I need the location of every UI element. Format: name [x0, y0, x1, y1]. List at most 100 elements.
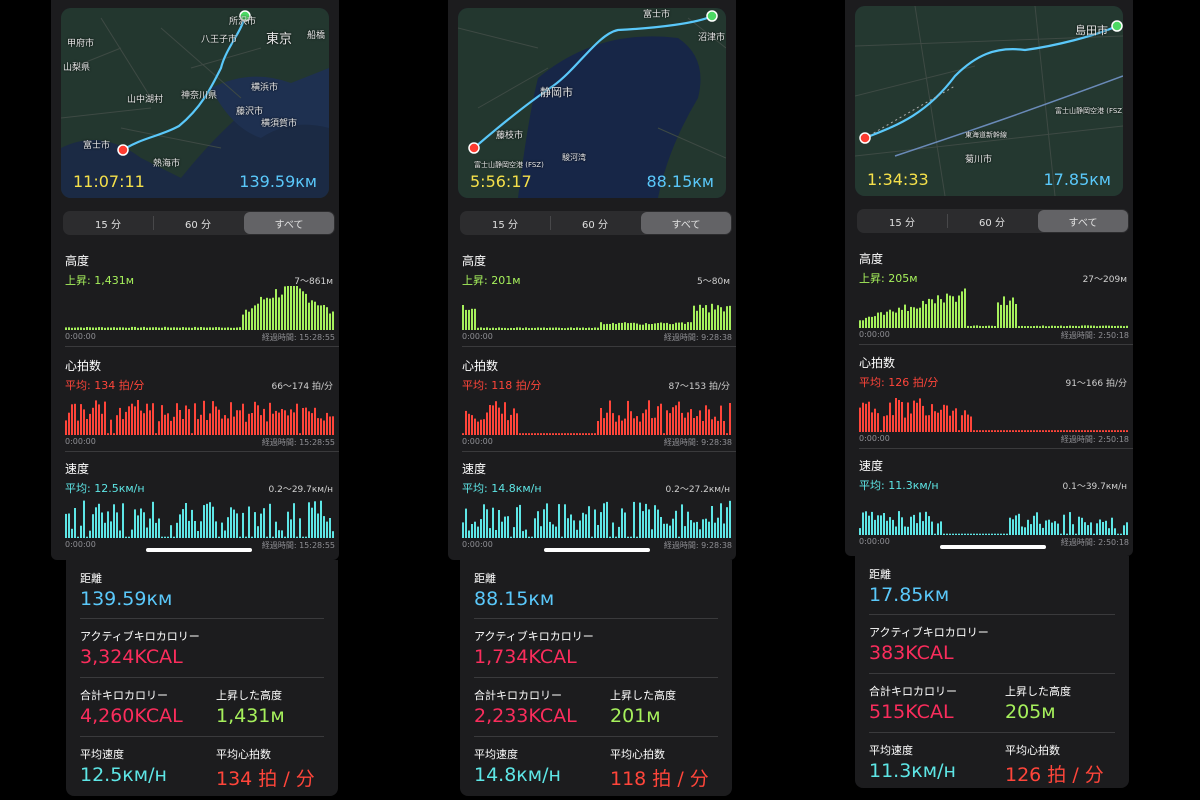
elevation-bar — [723, 311, 725, 330]
segment-all[interactable]: すべて — [244, 212, 334, 234]
heart-bar — [874, 408, 876, 432]
elevation-bar — [77, 327, 79, 330]
elevation-bar — [519, 327, 521, 330]
elevation-bar — [486, 327, 488, 330]
heart-bar — [1045, 430, 1047, 432]
heart-bar — [1099, 430, 1101, 432]
elevation-bar — [218, 327, 220, 330]
stat-avg-speed: 平均速度 14.8км/н — [474, 746, 561, 786]
elevation-bar — [1012, 297, 1014, 328]
heart-bar — [681, 412, 683, 435]
route-map[interactable]: 所沢市 甲府市 八王子市 東京 船橋 山梨県 横浜市 神奈川県 山中湖村 藤沢市… — [61, 8, 329, 198]
elevation-bar — [173, 327, 175, 330]
heart-bar — [257, 405, 259, 435]
map-label: 船橋 — [307, 31, 326, 41]
speed-bar — [1093, 533, 1095, 535]
speed-bar — [627, 536, 629, 538]
stat-ascent: 上昇した高度 205м — [1005, 683, 1071, 723]
speed-bar — [155, 522, 157, 538]
home-indicator[interactable] — [940, 545, 1046, 549]
heart-bar — [711, 419, 713, 435]
segment-60min[interactable]: 60 分 — [550, 211, 640, 235]
heart-bar — [925, 415, 927, 432]
elevation-bar — [693, 305, 695, 330]
heart-bar — [868, 401, 870, 432]
elevation-bar — [1063, 326, 1065, 328]
speed-bar — [651, 529, 653, 538]
map-label: 富士山静岡空港 (FSZ) — [1055, 107, 1123, 115]
speed-bar — [164, 536, 166, 538]
stat-ascent-label: 上昇した高度 — [216, 689, 282, 702]
stat-distance-label: 距離 — [474, 572, 496, 585]
speed-bar — [871, 511, 873, 535]
heart-bar — [663, 433, 665, 435]
heart-bar — [486, 412, 488, 435]
elevation-bar — [332, 311, 334, 330]
divider — [869, 732, 1115, 733]
speed-bar — [1084, 522, 1086, 535]
stat-active-kcal: アクティブキロカロリー 1,734KCAL — [474, 628, 594, 668]
stat-ascent-label: 上昇した高度 — [610, 689, 676, 702]
segment-15min[interactable]: 15 分 — [492, 219, 518, 231]
segment-15min[interactable]: 15 分 — [889, 217, 915, 229]
speed-x-end: 経過時間: 15:28:55 — [261, 541, 335, 550]
heart-bar — [296, 403, 298, 435]
elevation-bar — [934, 303, 936, 328]
speed-bar — [80, 525, 82, 538]
speed-bar — [705, 518, 707, 538]
speed-bar — [1063, 514, 1065, 535]
elevation-bar — [170, 327, 172, 330]
map-graphic — [458, 8, 726, 198]
speed-bar — [865, 511, 867, 535]
stat-avg-speed-label: 平均速度 — [80, 748, 124, 761]
segment-15min[interactable]: 15 分 — [95, 219, 121, 231]
home-indicator[interactable] — [544, 548, 650, 552]
speed-bar — [245, 536, 247, 538]
segment-60min[interactable]: 60 分 — [947, 209, 1037, 233]
elevation-bar — [140, 327, 142, 330]
home-indicator[interactable] — [146, 548, 252, 552]
speed-bar — [281, 530, 283, 538]
heart-bar — [146, 403, 148, 435]
elevation-bar — [892, 311, 894, 328]
route-map[interactable]: 富士市 沼津市 静岡市 藤枝市 富士山静岡空港 (FSZ) 駿河湾 5:56:1… — [458, 8, 726, 198]
speed-bar — [946, 533, 948, 535]
speed-summary: 平均: 11.3км/н — [859, 479, 939, 492]
divider — [65, 451, 339, 452]
heart-bar — [892, 415, 894, 432]
elevation-bar — [633, 322, 635, 330]
elevation-x-end: 経過時間: 2:50:18 — [1060, 331, 1129, 340]
heart-rate-summary: 平均: 118 拍/分 — [462, 379, 542, 392]
stat-ascent: 上昇した高度 1,431м — [216, 687, 285, 727]
heart-bar — [305, 407, 307, 435]
segment-60min[interactable]: 60 分 — [153, 211, 243, 235]
route-map[interactable]: 島田市 富士山静岡空港 (FSZ) 東海道新幹線 菊川市 1:34:33 17.… — [855, 6, 1123, 196]
speed-bar — [714, 522, 716, 538]
speed-title: 速度 — [859, 459, 884, 473]
elevation-bar — [179, 327, 181, 330]
speed-bar — [1024, 527, 1026, 535]
workout-duration: 1:34:33 — [867, 170, 929, 189]
speed-section: 速度 平均: 14.8км/н 0.2〜27.2км/н 0:00:00 経過時… — [448, 460, 736, 560]
segment-all[interactable]: すべて — [1038, 210, 1128, 232]
heart-bar — [621, 420, 623, 435]
elevation-range: 7〜861м — [294, 277, 333, 287]
elevation-bar — [919, 307, 921, 328]
heart-bar — [672, 407, 674, 435]
speed-chart — [462, 500, 731, 538]
heart-bar — [152, 403, 154, 435]
heart-bar — [1048, 430, 1050, 432]
heart-bar — [266, 421, 268, 435]
heart-bar — [970, 416, 972, 432]
heart-bar — [979, 430, 981, 432]
heart-bar — [582, 433, 584, 435]
speed-bar — [197, 531, 199, 538]
speed-bar — [125, 536, 127, 538]
heart-bar — [1063, 430, 1065, 432]
map-label: 所沢市 — [229, 17, 257, 27]
heart-bar — [320, 418, 322, 435]
elevation-bar — [236, 327, 238, 330]
heart-bar — [510, 414, 512, 435]
segment-all[interactable]: すべて — [641, 212, 731, 234]
heart-bar — [1096, 430, 1098, 432]
